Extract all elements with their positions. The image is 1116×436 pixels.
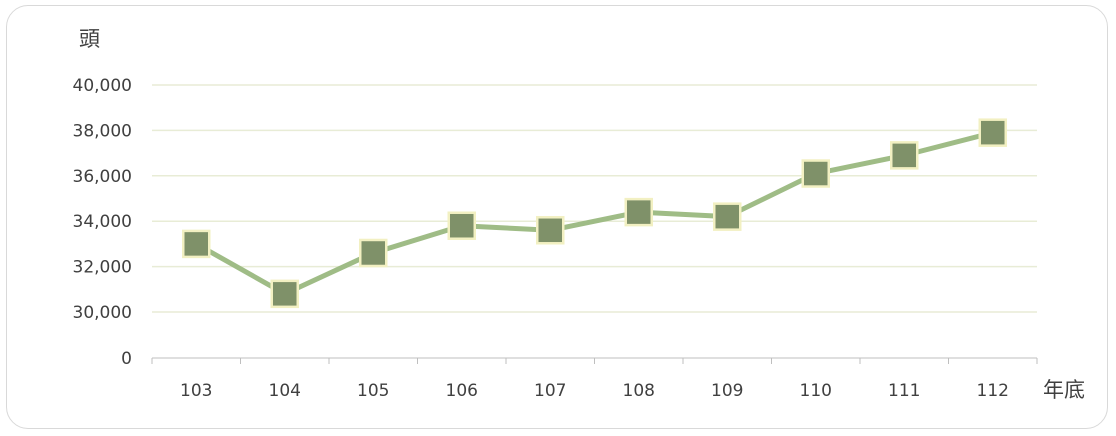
y-tick-label: 36,000 — [73, 167, 132, 187]
y-axis-title: 頭 — [79, 27, 100, 51]
y-axis-tick-labels: 0 30,000 32,000 34,000 36,000 38,000 40,000 — [73, 76, 132, 369]
series-line — [195, 130, 994, 297]
x-axis-title: 年底 — [1043, 378, 1085, 402]
data-point-109 — [713, 202, 742, 231]
data-point-111 — [890, 141, 919, 170]
x-axis-tick-labels: 103 104 105 106 107 108 109 110 111 112 — [180, 381, 1009, 401]
x-tick-label: 109 — [711, 381, 743, 401]
y-tick-label: 34,000 — [73, 212, 132, 232]
data-point-105 — [359, 238, 388, 268]
data-point-112 — [978, 118, 1007, 147]
y-tick-label: 30,000 — [73, 303, 132, 323]
x-tick-label: 110 — [800, 381, 832, 401]
y-tick-label: 40,000 — [73, 76, 132, 96]
x-tick-label: 105 — [357, 381, 389, 401]
data-point-103 — [182, 229, 211, 259]
x-tick-label: 112 — [977, 381, 1009, 401]
x-tick-label: 108 — [623, 381, 655, 401]
line-chart: 頭 年底 0 30,000 32,000 34,000 36,000 38,000 40,0… — [73, 27, 1085, 402]
data-point-106 — [447, 211, 476, 240]
x-tick-label: 106 — [446, 381, 478, 401]
x-axis — [151, 357, 1038, 364]
x-tick-label: 103 — [180, 381, 212, 401]
series — [195, 130, 994, 297]
y-tick-label: 0 — [121, 349, 132, 369]
data-point-110 — [801, 159, 830, 188]
gridlines — [152, 84, 1037, 313]
y-tick-label: 32,000 — [73, 258, 132, 278]
x-tick-label: 111 — [888, 381, 920, 401]
y-tick-label: 38,000 — [73, 121, 132, 141]
chart-card: 頭 年底 0 30,000 32,000 34,000 36,000 38,000 40,0… — [6, 5, 1108, 429]
data-point-107 — [536, 216, 565, 245]
data-markers — [182, 118, 1007, 309]
x-tick-label: 107 — [534, 381, 566, 401]
data-point-104 — [270, 279, 299, 309]
x-tick-label: 104 — [269, 381, 301, 401]
data-point-108 — [624, 197, 653, 227]
